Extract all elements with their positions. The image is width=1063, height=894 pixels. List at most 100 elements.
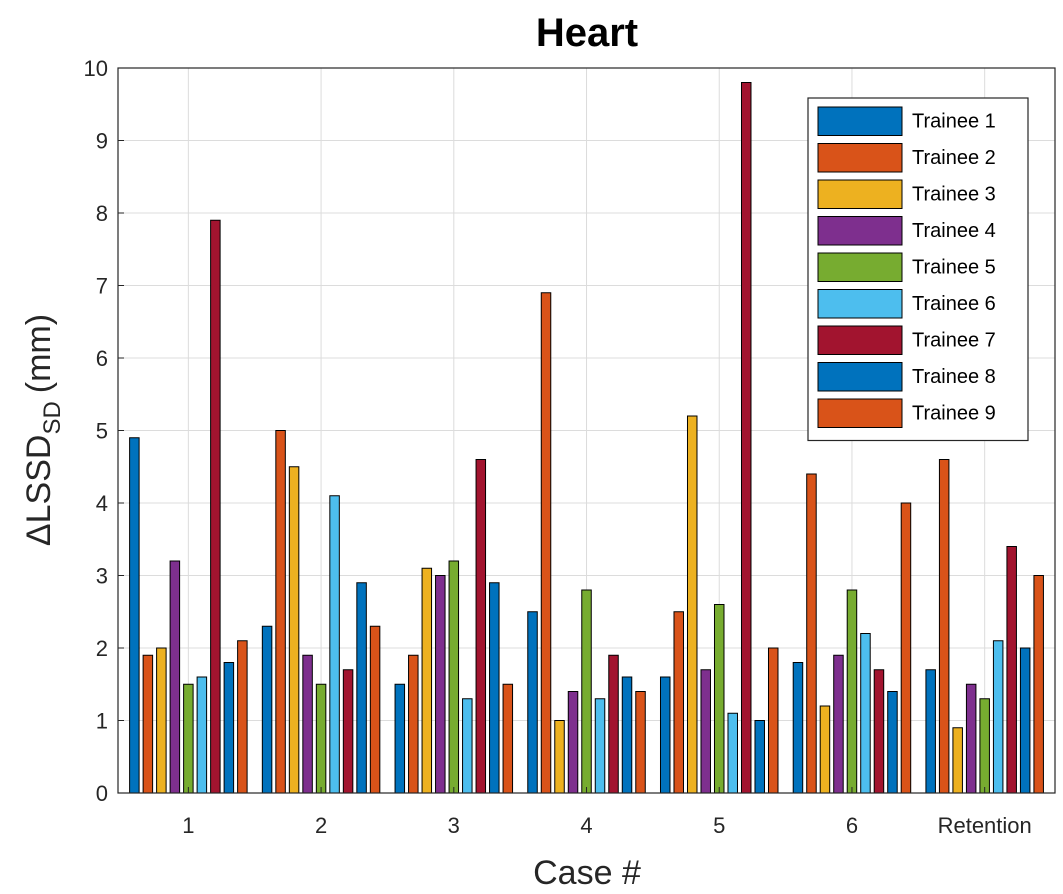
bar-trainee-7-case-3 [475, 459, 487, 794]
x-tick-label: 4 [580, 813, 592, 838]
bar-trainee-2-case-1 [142, 654, 154, 794]
bar-trainee-2-case-4 [540, 292, 552, 794]
y-tick-label: 4 [96, 491, 108, 516]
y-tick-label: 2 [96, 636, 108, 661]
bar-trainee-7-case-1 [210, 219, 221, 794]
y-axis-title-main: ΔLSSD [20, 435, 58, 547]
bar-trainee-4-case-retention [965, 683, 977, 794]
bar-trainee-9-case-6 [900, 502, 912, 794]
x-tick-label: 6 [846, 813, 858, 838]
legend-item-trainee-9[interactable]: Trainee 9 [817, 398, 996, 428]
legend-item-trainee-2[interactable]: Trainee 2 [817, 143, 996, 173]
bar-trainee-2-case-5 [673, 611, 684, 794]
bar-trainee-9-case-3 [502, 683, 514, 794]
bar-trainee-3-case-5 [686, 415, 698, 794]
legend-label: Trainee 5 [912, 256, 996, 278]
bar-trainee-1-case-5 [659, 676, 671, 794]
legend-label: Trainee 2 [912, 147, 996, 169]
legend-label: Trainee 6 [912, 293, 996, 315]
legend-item-trainee-7[interactable]: Trainee 7 [817, 325, 996, 355]
bar-trainee-6-case-2 [329, 495, 340, 794]
legend-item-trainee-5[interactable]: Trainee 5 [817, 252, 996, 282]
bar-trainee-7-case-5 [740, 82, 752, 794]
legend-swatch [817, 216, 903, 246]
x-tick-label: 3 [448, 813, 460, 838]
y-tick-label: 0 [96, 781, 108, 806]
bar-trainee-7-case-4 [608, 654, 619, 794]
legend-item-trainee-4[interactable]: Trainee 4 [817, 216, 996, 246]
bar-trainee-2-case-retention [938, 459, 950, 794]
bar-trainee-8-case-5 [754, 720, 765, 794]
bar-trainee-4-case-5 [700, 669, 711, 794]
bar-trainee-5-case-1 [183, 683, 194, 794]
bar-trainee-3-case-2 [288, 466, 300, 794]
bar-trainee-3-case-6 [819, 705, 831, 794]
bar-trainee-4-case-4 [567, 691, 579, 794]
bars-layer [129, 82, 1044, 794]
bar-trainee-9-case-2 [369, 625, 381, 794]
bar-trainee-9-case-4 [635, 691, 646, 794]
y-tick-label: 7 [96, 274, 108, 299]
bar-trainee-1-case-2 [261, 625, 273, 794]
bar-trainee-6-case-4 [594, 698, 606, 794]
bar-trainee-8-case-6 [887, 691, 898, 794]
bar-trainee-7-case-retention [1006, 546, 1017, 794]
y-axis-title-subscript: SD [39, 401, 66, 434]
bar-trainee-5-case-5 [713, 604, 725, 794]
bar-trainee-1-case-3 [394, 683, 406, 794]
legend-item-trainee-3[interactable]: Trainee 3 [817, 179, 996, 209]
legend-swatch [817, 143, 903, 173]
legend-swatch [817, 362, 903, 392]
legend-swatch [817, 398, 903, 428]
x-axis-title: Case # [533, 854, 641, 892]
legend-swatch [817, 252, 903, 282]
bar-trainee-2-case-3 [408, 654, 419, 794]
bar-trainee-3-case-4 [554, 720, 565, 794]
bar-trainee-7-case-6 [873, 669, 885, 794]
legend-item-trainee-6[interactable]: Trainee 6 [817, 289, 996, 319]
legend-label: Trainee 7 [912, 329, 996, 351]
bar-trainee-1-case-4 [527, 611, 538, 794]
legend-label: Trainee 8 [912, 366, 996, 388]
y-axis-title-unit: (mm) [20, 314, 58, 393]
bar-trainee-4-case-6 [833, 654, 844, 794]
legend-swatch [817, 106, 903, 136]
bar-trainee-6-case-3 [462, 698, 473, 794]
bar-trainee-6-case-6 [860, 633, 871, 794]
y-axis-title: ΔLSSDSD (mm) [20, 314, 66, 546]
bar-trainee-8-case-3 [489, 582, 500, 794]
bar-trainee-6-case-5 [727, 712, 738, 794]
legend-swatch [817, 289, 903, 319]
x-tick-label: 2 [315, 813, 327, 838]
bar-trainee-4-case-1 [169, 560, 181, 794]
bar-trainee-9-case-retention [1033, 575, 1044, 794]
y-axis-ticks: 0 1 2 3 4 5 6 7 8 9 10 [84, 56, 124, 806]
legend-label: Trainee 1 [912, 110, 996, 132]
bar-trainee-1-case-retention [925, 669, 936, 794]
bar-trainee-2-case-2 [275, 430, 286, 794]
bar-trainee-5-case-2 [315, 683, 327, 794]
y-tick-label: 3 [96, 564, 108, 589]
x-tick-label: Retention [938, 813, 1032, 838]
bar-trainee-2-case-6 [806, 473, 817, 794]
bar-trainee-7-case-2 [342, 669, 354, 794]
y-tick-label: 9 [96, 129, 108, 154]
legend-item-trainee-8[interactable]: Trainee 8 [817, 362, 996, 392]
bar-trainee-1-case-1 [129, 437, 140, 794]
bar-trainee-5-case-4 [581, 589, 592, 794]
x-tick-label: 5 [713, 813, 725, 838]
bar-trainee-9-case-5 [767, 647, 779, 794]
bar-trainee-4-case-2 [302, 654, 313, 794]
bar-trainee-4-case-3 [435, 575, 446, 794]
y-tick-label: 1 [96, 709, 108, 734]
legend-item-trainee-1[interactable]: Trainee 1 [817, 106, 996, 136]
bar-trainee-3-case-retention [952, 727, 963, 794]
legend-swatch [817, 179, 903, 209]
x-tick-label: 1 [182, 813, 194, 838]
bar-trainee-8-case-2 [356, 582, 367, 794]
bar-trainee-8-case-1 [223, 662, 235, 794]
legend-label: Trainee 4 [912, 220, 996, 242]
legend[interactable]: Trainee 1 Trainee 2 Trainee 3 Trainee 4 Trai… [807, 97, 1029, 442]
